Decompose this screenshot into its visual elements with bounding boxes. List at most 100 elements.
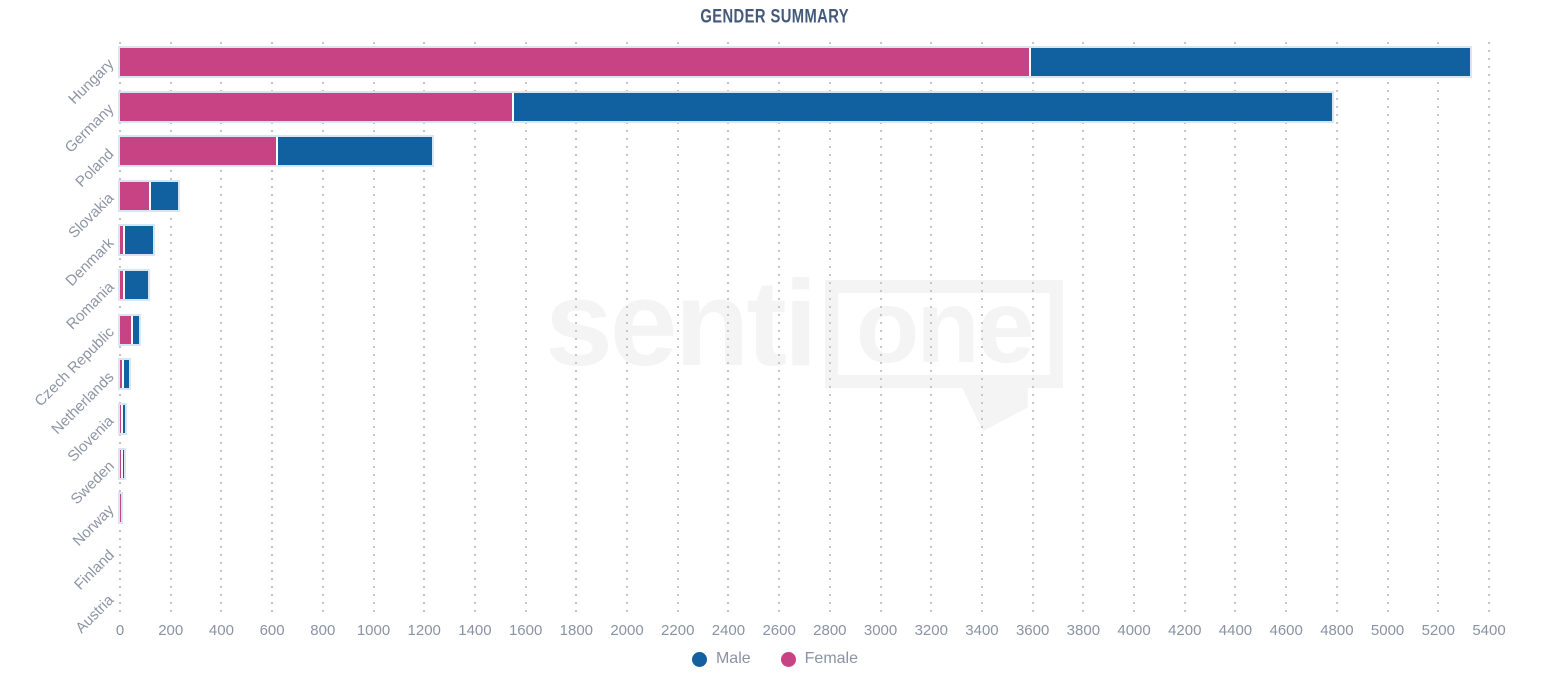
bar-segment-female[interactable] [120, 181, 150, 210]
gridline [524, 42, 527, 618]
gridline [879, 42, 882, 618]
x-tick-label: 3600 [1015, 622, 1050, 639]
gridline [423, 42, 426, 618]
legend-item-female[interactable]: Female [780, 650, 858, 668]
bar-segment-male[interactable] [1031, 48, 1470, 76]
stacked-bar[interactable] [117, 358, 132, 391]
stacked-bar[interactable] [118, 46, 1472, 78]
legend-dot-icon [780, 651, 796, 667]
x-tick-label: 4800 [1320, 622, 1354, 639]
x-tick-label: 4200 [1168, 622, 1202, 639]
bar-segment-female[interactable] [120, 449, 121, 478]
x-tick-label: 1200 [407, 622, 441, 639]
bar-row [120, 531, 1489, 576]
stacked-bar[interactable] [118, 313, 141, 346]
x-tick-label: 5000 [1370, 622, 1405, 639]
bar-segment-male[interactable] [124, 226, 153, 255]
gridline [220, 42, 223, 618]
x-tick-label: 5400 [1472, 622, 1506, 639]
bar-segment-female[interactable] [120, 494, 121, 523]
x-tick-label: 5200 [1421, 622, 1455, 639]
bar-segment-male[interactable] [124, 271, 148, 300]
stacked-bar[interactable] [117, 492, 124, 525]
stacked-bar[interactable] [118, 135, 434, 168]
bar-segment-female[interactable] [120, 360, 122, 389]
bar-segment-female[interactable] [120, 271, 123, 300]
x-tick-label: 3400 [965, 622, 999, 639]
x-tick-label: 2000 [610, 622, 644, 639]
gridline [778, 42, 781, 618]
y-axis-label: Sweden [67, 457, 118, 508]
gridline [372, 42, 375, 618]
gridline [321, 42, 324, 618]
y-axis-label: Slovakia [65, 189, 118, 242]
bar-row [118, 218, 1489, 263]
x-tick-label: 1800 [559, 622, 594, 639]
y-axis-label: Hungary [65, 55, 118, 109]
bar-row [120, 575, 1489, 620]
x-tick-label: 400 [208, 622, 234, 639]
bar-segment-female[interactable] [120, 226, 123, 255]
gridline [271, 42, 274, 618]
bar-row [118, 442, 1489, 487]
bar-segment-male[interactable] [151, 181, 179, 210]
gridline [626, 42, 629, 618]
bar-segment-male[interactable] [123, 360, 130, 389]
bar-row [117, 486, 1489, 531]
x-axis: 0 200 400 600 800 1000 1200 1400 1600 1800 2000 220… [0, 620, 1550, 642]
bar-segment-female[interactable] [120, 137, 277, 166]
bar-segment-male[interactable] [132, 315, 139, 344]
y-axis-label: Norway [69, 502, 118, 551]
bar-segment-female[interactable] [120, 92, 512, 121]
gridline [1386, 42, 1389, 618]
x-tick-label: 4400 [1218, 622, 1253, 639]
x-tick-label: 200 [158, 622, 184, 639]
gridline [1234, 42, 1237, 618]
bar-row [118, 263, 1489, 308]
y-axis-label: Denmark [62, 234, 118, 290]
x-tick-label: 1600 [508, 622, 543, 639]
gridline [1133, 42, 1136, 618]
bar-segment-female[interactable] [120, 48, 1030, 76]
bar-row [118, 308, 1489, 353]
gridline [1335, 42, 1338, 618]
bar-segment-male[interactable] [513, 92, 1332, 121]
x-tick-label: 600 [259, 622, 285, 639]
plot-area [117, 40, 1490, 620]
gridline [169, 42, 172, 618]
bar-row [118, 129, 1489, 174]
legend: Male Female [0, 650, 1550, 668]
stacked-bar[interactable] [118, 90, 1334, 123]
gridline [1183, 42, 1186, 618]
x-tick-label: 3800 [1066, 622, 1101, 639]
x-tick-label: 2800 [813, 622, 847, 639]
chart-title: GENDER SUMMARY [0, 5, 1550, 27]
x-tick-label: 0 [115, 622, 125, 639]
bar-row [118, 85, 1489, 130]
gridline [1285, 42, 1288, 618]
stacked-bar[interactable] [118, 447, 126, 480]
x-tick-label: 4000 [1117, 622, 1151, 639]
bar-segment-male[interactable] [122, 449, 124, 478]
stacked-bar[interactable] [118, 224, 155, 257]
gridline [727, 42, 730, 618]
gridline [676, 42, 679, 618]
stacked-bar[interactable] [117, 179, 181, 212]
bar-segment-female[interactable] [120, 315, 131, 344]
gridline [828, 42, 831, 618]
stacked-bar[interactable] [118, 269, 150, 302]
x-tick-label: 1000 [356, 622, 391, 639]
x-tick-label: 2200 [661, 622, 695, 639]
stacked-bar[interactable] [118, 402, 127, 435]
x-tick-label: 3200 [914, 622, 948, 639]
legend-item-male[interactable]: Male [691, 650, 751, 668]
bar-segment-male[interactable] [278, 137, 432, 166]
x-tick-label: 800 [310, 622, 336, 639]
bar-segment-female[interactable] [120, 404, 121, 433]
gridline [1437, 42, 1440, 618]
x-tick-label: 3000 [863, 622, 898, 639]
bar-row [117, 352, 1489, 397]
bar-segment-male[interactable] [122, 404, 125, 433]
legend-dot-icon [691, 651, 707, 667]
